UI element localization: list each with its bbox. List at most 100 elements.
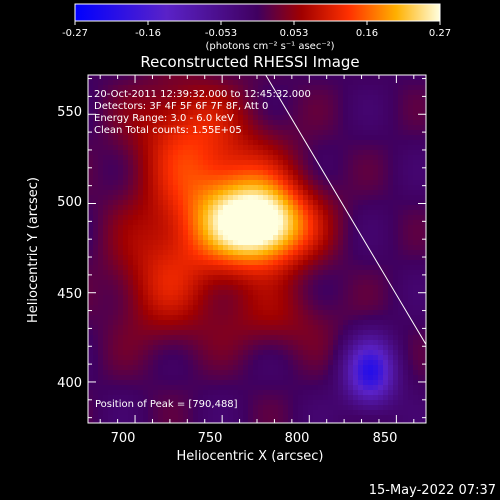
heatmap-cell [173, 225, 179, 231]
heatmap-cell [338, 415, 344, 421]
heatmap-cell [123, 115, 129, 121]
heatmap-cell [213, 135, 219, 141]
heatmap-cell [388, 75, 394, 81]
heatmap-cell [258, 305, 264, 311]
heatmap-cell [108, 80, 114, 86]
heatmap-cell [368, 140, 374, 146]
heatmap-cell [358, 275, 364, 281]
heatmap-cell [263, 370, 269, 376]
heatmap-cell [423, 275, 426, 281]
heatmap-cell [168, 420, 174, 423]
heatmap-cell [263, 205, 269, 211]
heatmap-cell [353, 230, 359, 236]
heatmap-cell [148, 275, 154, 281]
heatmap-cell [243, 280, 249, 286]
heatmap-cell [173, 255, 179, 261]
heatmap-cell [413, 210, 419, 216]
heatmap-cell [128, 180, 134, 186]
heatmap-cell [263, 300, 269, 306]
heatmap-cell [233, 145, 239, 151]
heatmap-cell [98, 190, 104, 196]
heatmap-cell [98, 270, 104, 276]
heatmap-cell [228, 420, 234, 423]
heatmap-cell [338, 400, 344, 406]
heatmap-cell [278, 90, 284, 96]
heatmap-cell [88, 335, 94, 341]
heatmap-cell [258, 180, 264, 186]
heatmap-cell [308, 95, 314, 101]
heatmap-cell [113, 135, 119, 141]
heatmap-cell [303, 280, 309, 286]
heatmap-cell [403, 260, 409, 266]
heatmap-cell [368, 400, 374, 406]
heatmap-cell [253, 220, 259, 226]
heatmap-cell [398, 160, 404, 166]
heatmap-cell [303, 215, 309, 221]
heatmap-cell [363, 400, 369, 406]
heatmap-cell [123, 220, 129, 226]
heatmap-cell [278, 345, 284, 351]
heatmap-cell [408, 290, 414, 296]
heatmap-cell [258, 140, 264, 146]
heatmap-cell [198, 105, 204, 111]
heatmap-cell [383, 105, 389, 111]
heatmap-cell [133, 135, 139, 141]
heatmap-cell [308, 370, 314, 376]
heatmap-cell [258, 150, 264, 156]
heatmap-cell [163, 210, 169, 216]
heatmap-cell [373, 305, 379, 311]
heatmap-cell [248, 250, 254, 256]
heatmap-cell [88, 390, 94, 396]
heatmap-cell [158, 195, 164, 201]
heatmap-cell [123, 260, 129, 266]
heatmap-cell [413, 305, 419, 311]
heatmap-cell [158, 130, 164, 136]
heatmap-cell [158, 250, 164, 256]
heatmap-cell [358, 420, 364, 423]
heatmap-cell [348, 115, 354, 121]
heatmap-cell [383, 145, 389, 151]
heatmap-cell [368, 210, 374, 216]
heatmap-cell [413, 350, 419, 356]
heatmap-cell [113, 155, 119, 161]
heatmap-cell [308, 395, 314, 401]
heatmap-cell [303, 410, 309, 416]
heatmap-cell [333, 105, 339, 111]
heatmap-cell [288, 230, 294, 236]
heatmap-cell [233, 160, 239, 166]
heatmap-cell [278, 365, 284, 371]
heatmap-cell [373, 320, 379, 326]
heatmap-cell [313, 280, 319, 286]
heatmap-cell [293, 280, 299, 286]
heatmap-cell [343, 165, 349, 171]
heatmap-cell [363, 355, 369, 361]
heatmap-cell [323, 185, 329, 191]
heatmap-cell [198, 235, 204, 241]
heatmap-cell [123, 140, 129, 146]
heatmap-cell [348, 415, 354, 421]
heatmap-cell [93, 85, 99, 91]
heatmap-cell [233, 315, 239, 321]
heatmap-cell [398, 390, 404, 396]
heatmap-cell [168, 125, 174, 131]
heatmap-cell [308, 170, 314, 176]
heatmap-cell [378, 285, 384, 291]
heatmap-cell [103, 115, 109, 121]
heatmap-cell [243, 215, 249, 221]
heatmap-cell [348, 240, 354, 246]
heatmap-cell [403, 90, 409, 96]
heatmap-cell [383, 215, 389, 221]
heatmap-cell [403, 170, 409, 176]
heatmap-cell [393, 175, 399, 181]
heatmap-cell [288, 305, 294, 311]
heatmap-cell [158, 310, 164, 316]
heatmap-cell [88, 110, 94, 116]
heatmap-cell [243, 355, 249, 361]
heatmap-cell [178, 345, 184, 351]
heatmap-cell [328, 265, 334, 271]
heatmap-cell [373, 245, 379, 251]
heatmap-cell [113, 385, 119, 391]
heatmap-cell [153, 375, 159, 381]
heatmap-cell [93, 155, 99, 161]
heatmap-cell [108, 75, 114, 81]
